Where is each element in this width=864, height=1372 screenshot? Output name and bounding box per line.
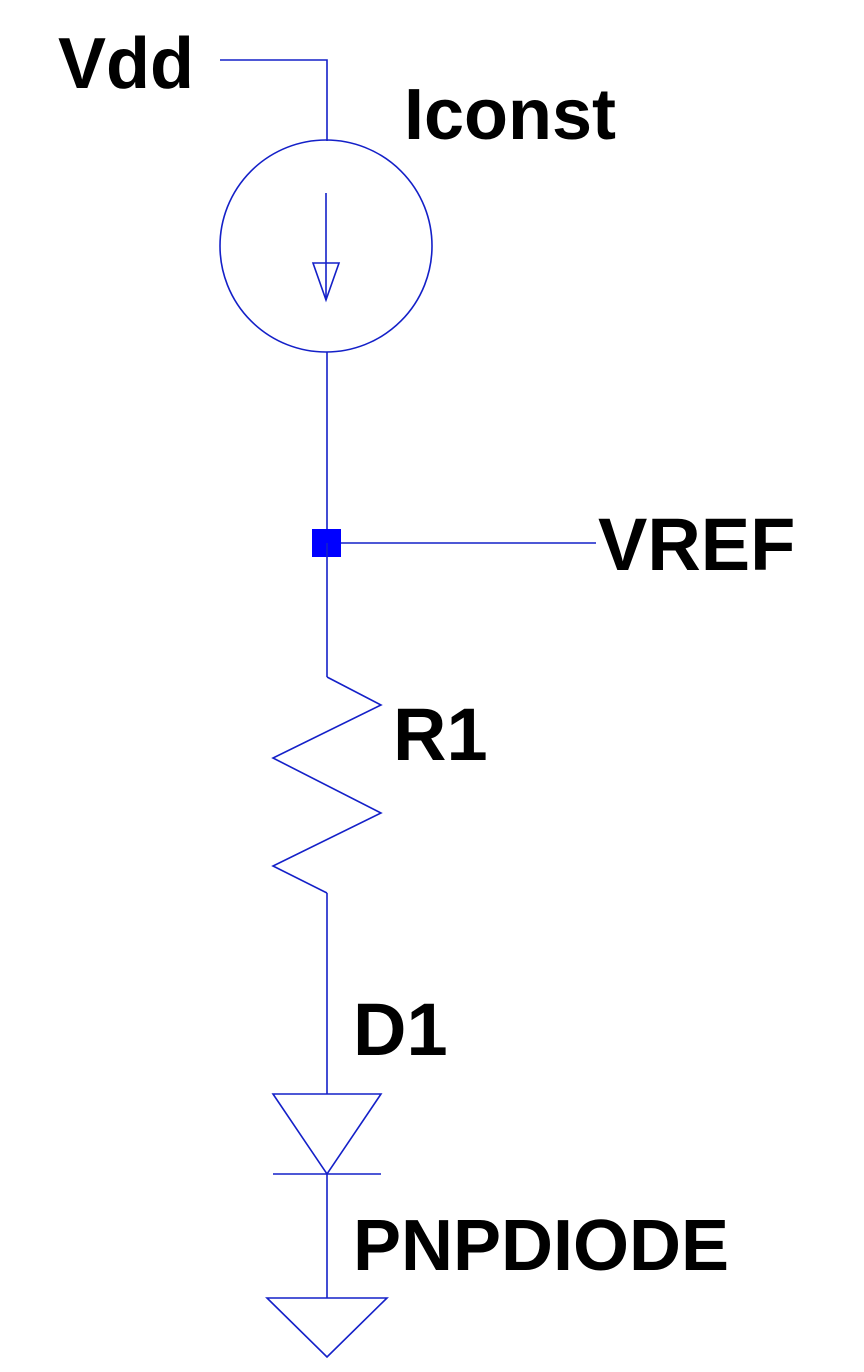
current-source-icon <box>219 139 433 353</box>
resistor-icon <box>271 676 383 894</box>
supply-label: Vdd <box>58 24 194 104</box>
diode-label: D1 <box>353 988 448 1071</box>
resistor-label: R1 <box>393 693 488 776</box>
vdd-wire <box>220 59 328 141</box>
ground-icon <box>265 1297 389 1359</box>
output-net-label: VREF <box>598 503 795 586</box>
current-source-label: Iconst <box>404 75 616 155</box>
diode-model-label: PNPDIODE <box>353 1206 729 1286</box>
diode-icon <box>271 1093 383 1176</box>
